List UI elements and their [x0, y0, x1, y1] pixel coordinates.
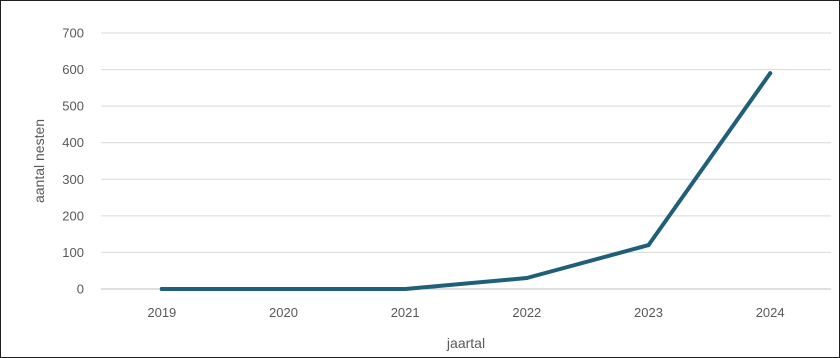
series-line [159, 71, 773, 291]
y-tick-label: 700 [62, 26, 84, 41]
data-point [646, 243, 651, 248]
y-tick-label: 0 [77, 282, 84, 297]
data-point [768, 71, 773, 76]
x-tick-label: 2022 [512, 305, 541, 320]
y-tick-label: 500 [62, 99, 84, 114]
data-point [159, 287, 164, 291]
y-tick-label: 100 [62, 245, 84, 260]
x-axis-ticks: 2019 2020 2021 2022 2023 2024 [147, 305, 784, 320]
x-axis-label: jaartal [446, 335, 485, 351]
series-group [159, 71, 773, 291]
y-tick-label: 300 [62, 172, 84, 187]
y-axis-label: aantal nesten [31, 119, 47, 203]
y-axis-ticks: 0 100 200 300 400 500 600 700 [62, 26, 84, 297]
x-tick-label: 2023 [634, 305, 663, 320]
gridlines [101, 32, 831, 290]
data-point [281, 287, 286, 291]
x-tick-label: 2021 [391, 305, 420, 320]
data-point [403, 287, 408, 291]
y-tick-label: 200 [62, 208, 84, 223]
data-point [524, 276, 529, 281]
x-tick-label: 2019 [147, 305, 176, 320]
y-tick-label: 600 [62, 62, 84, 77]
x-tick-label: 2020 [269, 305, 298, 320]
y-tick-label: 400 [62, 135, 84, 150]
x-tick-label: 2024 [756, 305, 785, 320]
